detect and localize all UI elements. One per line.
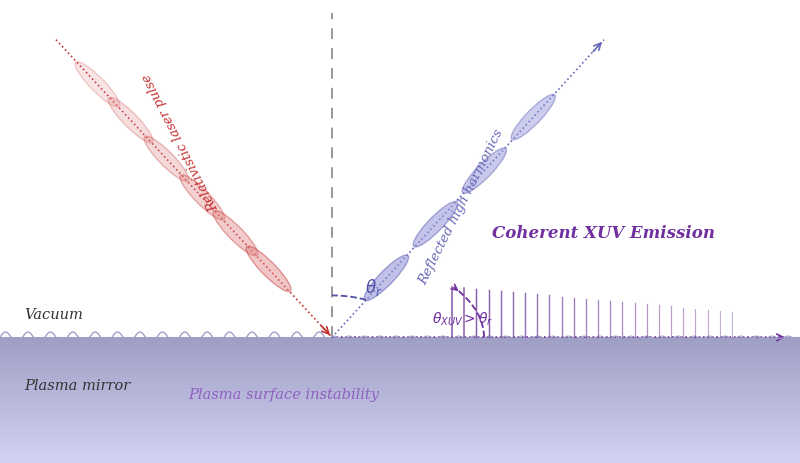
Text: Vacuum: Vacuum	[24, 308, 83, 322]
Text: $\theta_{XUV} > \theta_r$: $\theta_{XUV} > \theta_r$	[432, 311, 494, 329]
Ellipse shape	[108, 97, 153, 143]
Ellipse shape	[414, 201, 458, 247]
Text: Relativistic laser pulse: Relativistic laser pulse	[140, 71, 222, 213]
Text: $\theta_r$: $\theta_r$	[365, 277, 382, 298]
Ellipse shape	[75, 62, 120, 107]
Text: Plasma mirror: Plasma mirror	[24, 379, 130, 393]
Ellipse shape	[180, 175, 225, 220]
Ellipse shape	[364, 255, 409, 300]
Ellipse shape	[246, 246, 291, 292]
Ellipse shape	[462, 148, 506, 194]
Ellipse shape	[511, 94, 555, 140]
Text: Coherent XUV Emission: Coherent XUV Emission	[493, 225, 715, 242]
Ellipse shape	[213, 211, 258, 256]
Ellipse shape	[144, 136, 189, 181]
Text: Plasma surface instability: Plasma surface instability	[189, 388, 379, 401]
Text: Reflected high harmonics: Reflected high harmonics	[416, 127, 506, 287]
